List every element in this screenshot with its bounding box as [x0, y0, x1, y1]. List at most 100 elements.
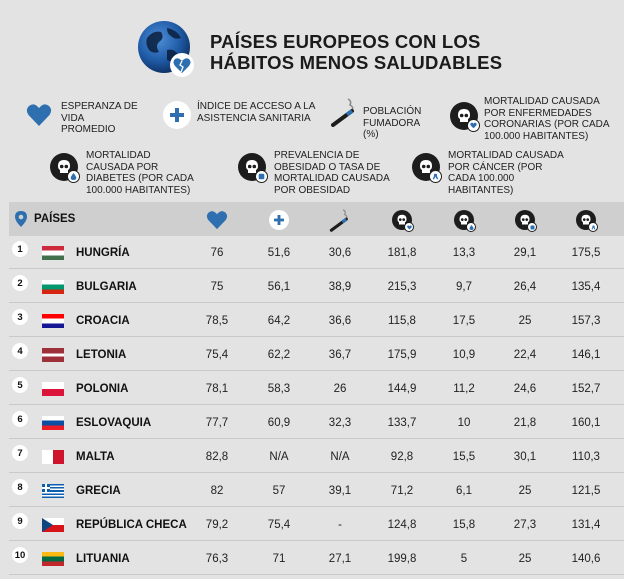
skull-heart-icon	[450, 102, 480, 132]
table-cell: 144,9	[387, 383, 417, 395]
country-name: HUNGRÍA	[76, 247, 130, 259]
legend-label: ESPERANZA DE VIDA PROMEDIO	[61, 101, 138, 135]
skull-scale-icon	[238, 153, 268, 183]
table-cell: 27,1	[328, 553, 352, 565]
medical-cross-icon	[163, 101, 191, 129]
cigarette-icon	[331, 98, 354, 127]
table-cell: 21,8	[513, 417, 537, 429]
table-cell: 152,7	[571, 383, 601, 395]
table-cell: 199,8	[387, 553, 417, 565]
table-cell: 121,5	[571, 485, 601, 497]
rank-badge: 9	[12, 513, 28, 529]
table-cell: 92,8	[390, 451, 414, 463]
table-cell: N/A	[330, 451, 350, 463]
table-cell: 38,9	[328, 281, 352, 293]
table-cell: 25	[518, 553, 532, 565]
legend-item-healthcare-access: ÍNDICE DE ACCESO A LA ASISTENCIA SANITAR…	[163, 101, 322, 129]
country-name: MALTA	[76, 451, 115, 463]
table-row: 8 GRECIA 82 57 39,1 71,2 6,1 25 121,5	[9, 472, 624, 507]
table-cell: 22,4	[513, 349, 537, 361]
table-cell: 75,4	[267, 519, 291, 531]
table-cell: 75,4	[205, 349, 229, 361]
table-cell: 175,5	[571, 247, 601, 259]
country-name: ESLOVAQUIA	[76, 417, 152, 429]
table-cell: 157,3	[571, 315, 601, 327]
table-cell: 75	[210, 281, 224, 293]
rank-badge: 6	[12, 411, 28, 427]
legend-item-obesity: PREVALENCIA DE OBESIDAD O TASA DE MORTAL…	[238, 150, 404, 196]
table-cell: 133,7	[387, 417, 417, 429]
table-row: 2 BULGARIA 75 56,1 38,9 215,3 9,7 26,4 135,4	[9, 268, 624, 303]
legend-label: PREVALENCIA DE OBESIDAD O TASA DE MORTAL…	[274, 150, 390, 196]
table-cell: 175,9	[387, 349, 417, 361]
table-cell: 78,1	[205, 383, 229, 395]
legend-label: MORTALIDAD CAUSADA POR DIABETES (POR CAD…	[86, 150, 194, 196]
skull-drop-icon	[454, 210, 476, 232]
table-row: 1 HUNGRÍA 76 51,6 30,6 181,8 13,3 29,1 175,5	[9, 234, 624, 269]
table-cell: 29,1	[513, 247, 537, 259]
table-cell: 131,4	[571, 519, 601, 531]
table-cell: 56,1	[267, 281, 291, 293]
page-title: PAÍSES EUROPEOS CON LOS HÁBITOS MENOS SA…	[210, 31, 502, 73]
country-name: LITUANIA	[76, 553, 130, 565]
rank-badge: 5	[12, 377, 28, 393]
table-row: 10 LITUANIA 76,3 71 27,1 199,8 5 25 140,6	[9, 540, 624, 575]
table-cell: 76,3	[205, 553, 229, 565]
medical-cross-icon	[269, 210, 289, 230]
skull-heart-icon	[392, 210, 414, 232]
rank-badge: 3	[12, 309, 28, 325]
legend-item-diabetes-mortality: MORTALIDAD CAUSADA POR DIABETES (POR CAD…	[50, 150, 198, 196]
table-cell: 26	[333, 383, 347, 395]
country-flag	[42, 382, 64, 396]
skull-ribbon-icon	[412, 153, 442, 183]
country-flag	[42, 416, 64, 430]
skull-scale-icon	[515, 210, 537, 232]
legend-item-smokers: POBLACIÓN FUMADORA (%)	[330, 97, 433, 141]
table-cell: 24,6	[513, 383, 537, 395]
rank-badge: 10	[12, 547, 28, 563]
table-row: 5 POLONIA 78,1 58,3 26 144,9 11,2 24,6 152,7	[9, 370, 624, 405]
country-flag	[42, 348, 64, 362]
title-line-1: PAÍSES EUROPEOS CON LOS	[210, 31, 481, 52]
rank-badge: 4	[12, 343, 28, 359]
table-cell: 62,2	[267, 349, 291, 361]
table-cell: N/A	[269, 451, 289, 463]
column-header-healthcare-access	[264, 209, 294, 231]
table-row: 3 CROACIA 78,5 64,2 36,6 115,8 17,5 25 157,3	[9, 302, 624, 337]
table-cell: 79,2	[205, 519, 229, 531]
table-row: 7 MALTA 82,8 N/A N/A 92,8 15,5 30,1 110,3	[9, 438, 624, 473]
table-cell: 60,9	[267, 417, 291, 429]
table-cell: 57	[272, 485, 286, 497]
skull-ribbon-icon	[576, 210, 598, 232]
country-name: POLONIA	[76, 383, 129, 395]
skull-drop-icon	[50, 153, 80, 183]
table-cell: 25	[518, 315, 532, 327]
country-name: CROACIA	[76, 315, 130, 327]
table-cell: 15,8	[452, 519, 476, 531]
table-cell: 64,2	[267, 315, 291, 327]
column-header-diabetes	[449, 209, 479, 232]
table-cell: 160,1	[571, 417, 601, 429]
table-cell: 10,9	[452, 349, 476, 361]
header: PAÍSES EUROPEOS CON LOS HÁBITOS MENOS SA…	[0, 0, 624, 96]
table-cell: 181,8	[387, 247, 417, 259]
table-cell: 39,1	[328, 485, 352, 497]
table-cell: 71,2	[390, 485, 414, 497]
table-cell: 215,3	[387, 281, 417, 293]
table-row: 6 ESLOVAQUIA 77,7 60,9 32,3 133,7 10 21,8 160,1	[9, 404, 624, 439]
table-cell: 146,1	[571, 349, 601, 361]
table-cell: 58,3	[267, 383, 291, 395]
legend-item-life-expectancy: ESPERANZA DE VIDA PROMEDIO	[26, 101, 139, 136]
cigarette-icon	[329, 209, 348, 232]
location-pin-icon	[15, 211, 27, 227]
table-cell: 135,4	[571, 281, 601, 293]
table-cell: 36,7	[328, 349, 352, 361]
country-flag	[42, 246, 64, 260]
table-cell: 32,3	[328, 417, 352, 429]
table-cell: 17,5	[452, 315, 476, 327]
country-flag	[42, 280, 64, 294]
table-cell: 30,6	[328, 247, 352, 259]
table-cell: 77,7	[205, 417, 229, 429]
country-flag	[42, 314, 64, 328]
table-cell: 30,1	[513, 451, 537, 463]
